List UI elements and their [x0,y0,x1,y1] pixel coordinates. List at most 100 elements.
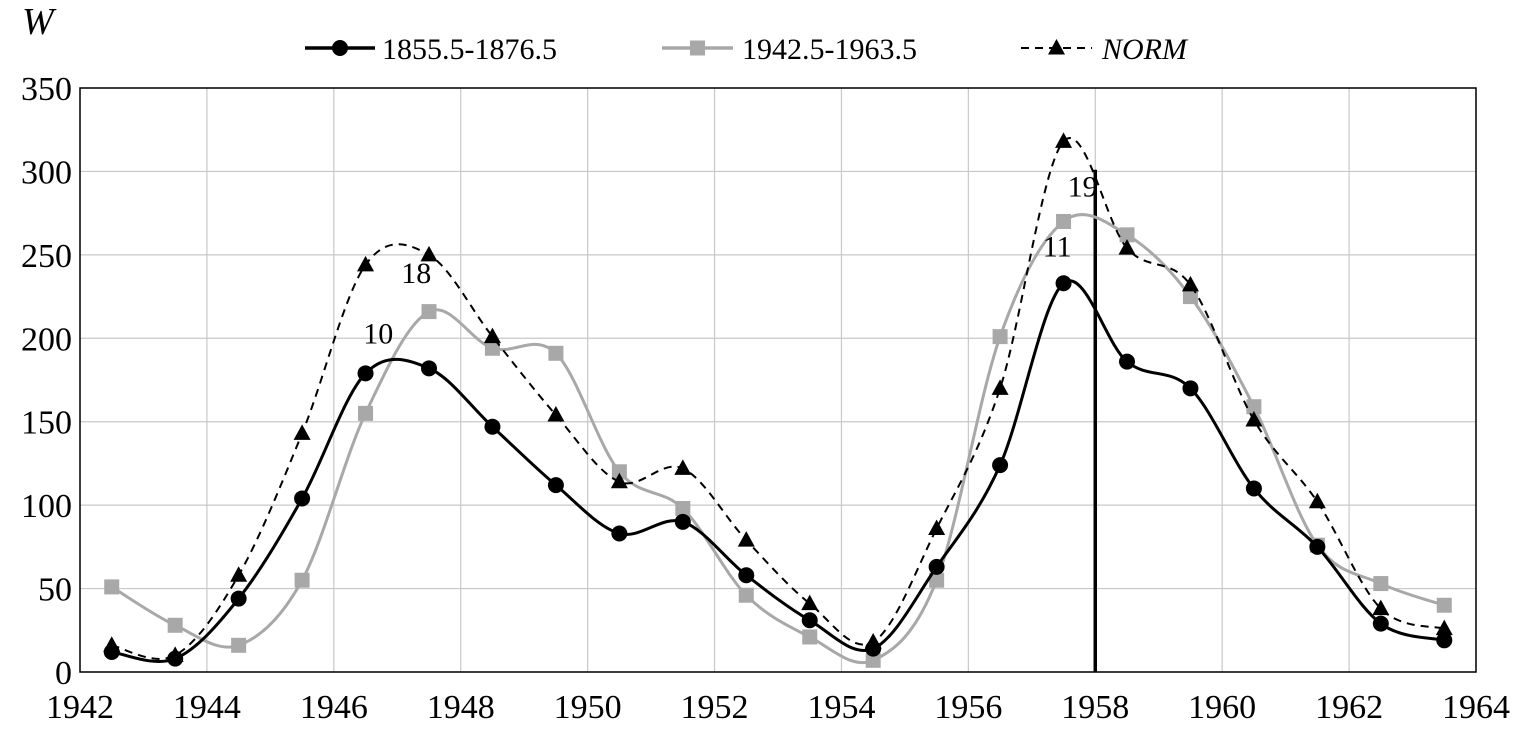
data-point-square [1436,597,1452,613]
data-point-square [167,617,183,633]
data-point-triangle [293,424,311,440]
data-point-triangle [483,327,501,344]
legend-marker-triangle [1048,39,1065,55]
legend-label: 1855.5-1876.5 [382,33,557,66]
series-triangle [103,132,1453,662]
data-point-square [611,464,627,480]
data-point-triangle [991,379,1009,395]
data-point-triangle [928,519,946,536]
data-point-triangle [166,646,184,662]
data-point-circle [928,558,945,575]
x-tick-label: 1952 [681,689,749,726]
data-point-circle [1436,632,1453,649]
legend-label: NORM [1101,33,1189,66]
data-point-square [1182,289,1198,305]
data-point-circle [357,365,374,382]
y-tick-label: 100 [21,488,72,525]
x-tick-label: 1942 [46,689,114,726]
data-point-square [865,652,881,668]
legend-marker-square [690,40,705,56]
legend-item: 1942.5-1963.5 [662,33,917,66]
x-tick-label: 1950 [554,689,622,726]
x-axis-ticks: 1942 1944 1946 1948 1950 1952 1954 1956 1958 1960… [46,689,1510,726]
data-point-circle [611,525,628,542]
data-point-square [1119,227,1135,243]
data-point-triangle [357,255,375,272]
y-tick-label: 150 [21,405,72,442]
data-point-circle [1182,380,1199,397]
x-tick-label: 1946 [300,689,368,726]
data-point-circle [992,457,1009,474]
data-point-circle [1245,480,1262,497]
data-point-triangle [1245,411,1263,427]
peak-annotation: 10 [363,317,393,350]
data-point-triangle [801,594,819,611]
x-tick-label: 1956 [934,689,1002,726]
data-point-triangle [674,459,692,475]
series-line [110,213,1445,664]
data-point-square [929,572,945,588]
data-point-square [548,345,564,361]
x-tick-label: 1944 [173,689,241,726]
series-group [103,132,1453,668]
legend-item: 1855.5-1876.5 [305,33,557,66]
data-point-triangle [547,406,565,422]
data-point-circle [1055,275,1072,292]
peak-annotation: 19 [1068,170,1098,203]
y-tick-label: 300 [21,154,72,191]
data-point-triangle [610,472,628,489]
x-tick-label: 1962 [1315,689,1383,726]
y-tick-label: 200 [21,321,72,358]
data-point-triangle [1181,275,1199,292]
legend-label: 1942.5-1963.5 [742,33,917,66]
data-point-square [231,637,247,653]
data-point-circle [421,360,437,377]
data-point-square [992,329,1008,345]
data-point-square [802,629,818,645]
y-tick-label: 350 [21,71,72,108]
y-axis-ticks: 0 50 100 150 200 250 300 350 [21,71,72,692]
legend-marker-circle [332,40,348,56]
data-point-triangle [1308,492,1326,509]
data-point-triangle [1435,619,1453,636]
x-tick-label: 1954 [807,689,875,726]
peak-annotation: 11 [1043,231,1072,264]
data-point-triangle [1372,599,1390,616]
series-circle [103,275,1453,667]
data-point-circle [294,490,311,507]
legend: 1855.5-1876.5 1942.5-1963.5 NORM [305,33,1189,66]
legend-item: NORM [1021,33,1189,66]
x-tick-label: 1964 [1442,689,1510,726]
grid [79,87,1477,673]
plot-frame [79,87,1477,673]
data-point-triangle [1118,239,1136,255]
data-point-circle [738,567,755,584]
y-tick-label: 0 [55,655,72,692]
data-point-circle [1119,353,1135,370]
data-point-square [294,572,310,588]
data-point-circle [484,418,501,435]
data-point-square [1246,399,1262,415]
data-point-circle [1372,615,1389,632]
data-point-square [358,405,374,421]
data-point-square [104,579,120,595]
data-point-square [675,500,691,516]
data-point-triangle [864,632,882,649]
data-point-square [1056,213,1072,229]
data-point-square [484,340,500,356]
y-axis-label: W [22,1,57,43]
data-point-triangle [1055,132,1073,148]
y-tick-label: 50 [38,572,72,609]
series-line [111,137,1445,660]
data-point-square [738,587,754,603]
data-point-square [1373,576,1389,592]
data-point-triangle [230,566,248,582]
data-point-circle [1309,538,1326,555]
data-point-circle [230,590,247,607]
x-tick-label: 1960 [1188,689,1256,726]
x-tick-label: 1958 [1061,689,1129,726]
data-point-triangle [737,531,755,547]
data-point-triangle [420,245,438,262]
